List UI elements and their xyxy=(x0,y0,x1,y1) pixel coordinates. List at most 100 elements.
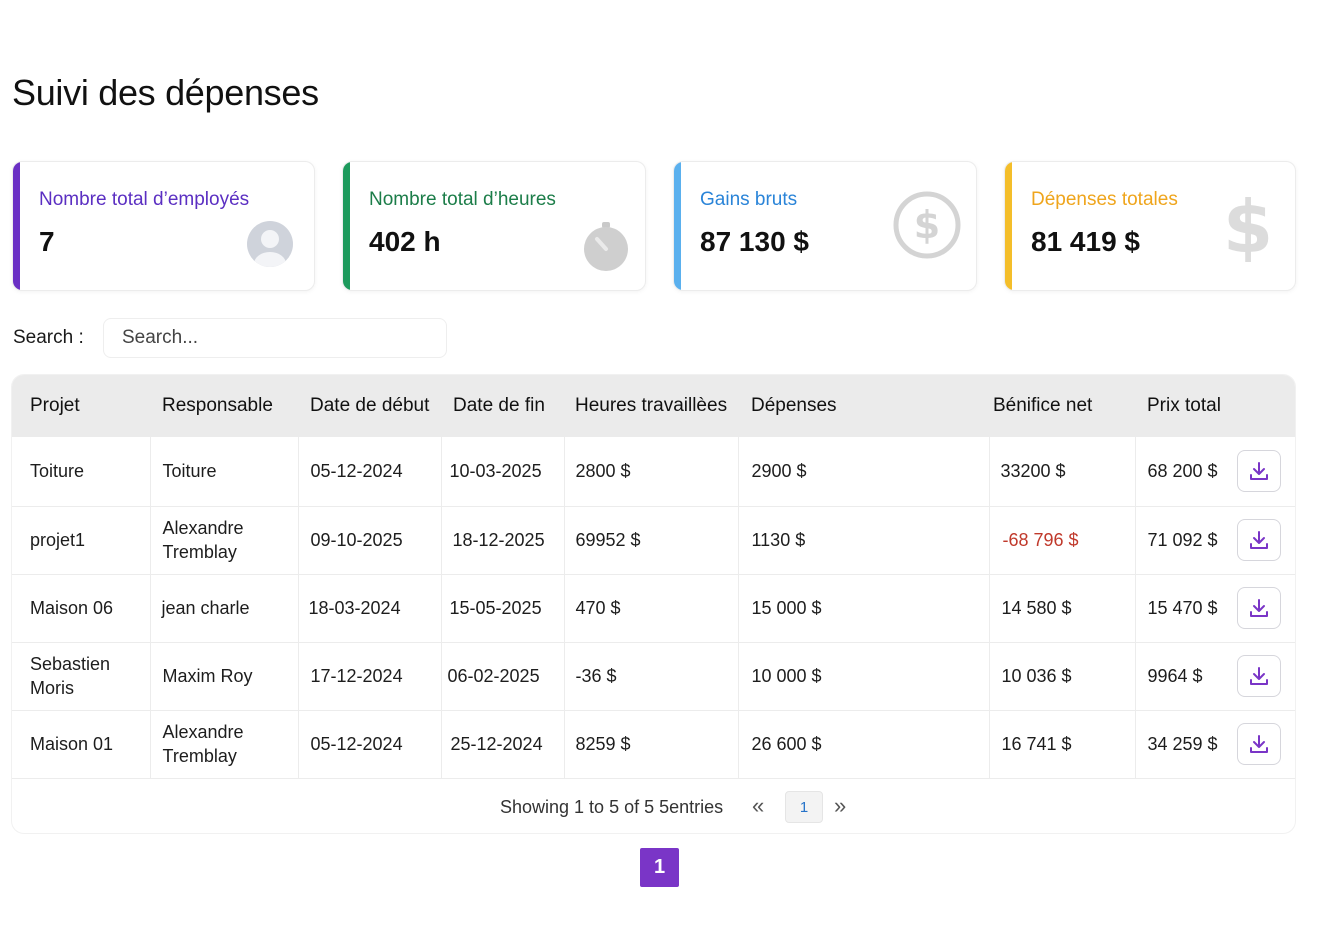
card-total-expenses: Dépenses totales 81 419 $ $ xyxy=(1004,161,1296,291)
cell-depenses: 15 000 $ xyxy=(738,574,990,642)
cell-date-debut: 05-12-2024 xyxy=(298,437,442,506)
download-button[interactable] xyxy=(1237,587,1281,629)
cell-date-fin: 18-12-2025 xyxy=(441,506,565,574)
cell-responsable: Maxim Roy xyxy=(150,642,299,710)
pagination-next-button[interactable]: » xyxy=(834,793,847,818)
card-accent-bar xyxy=(674,162,681,290)
cell-heures: 69952 $ xyxy=(564,506,739,574)
cell-heures: 8259 $ xyxy=(564,710,739,778)
table-row: Maison 01 Alexandre Tremblay 05-12-2024 … xyxy=(12,710,1295,778)
stopwatch-icon xyxy=(581,220,631,277)
expenses-table-container: Projet Responsable Date de début Date de… xyxy=(12,375,1295,833)
download-icon xyxy=(1250,462,1268,481)
cell-depenses: 2900 $ xyxy=(738,437,990,506)
cell-prix-total: 68 200 $ xyxy=(1135,437,1295,506)
col-header-responsable[interactable]: Responsable xyxy=(162,395,273,416)
cell-date-debut: 09-10-2025 xyxy=(298,506,442,574)
cell-projet: Maison 06 xyxy=(12,574,151,642)
dollar-circle-icon: $ xyxy=(892,190,962,265)
search-label: Search : xyxy=(13,327,84,348)
col-header-benefice[interactable]: Bénifice net xyxy=(993,395,1093,416)
cell-depenses: 1130 $ xyxy=(738,506,990,574)
download-button[interactable] xyxy=(1237,450,1281,493)
svg-text:$: $ xyxy=(914,203,940,247)
download-icon xyxy=(1250,735,1268,753)
cell-prix-total: 34 259 $ xyxy=(1135,710,1295,778)
download-button[interactable] xyxy=(1237,723,1281,765)
stat-cards: Nombre total d’employés 7 Nombre total d… xyxy=(12,161,1296,291)
col-header-date-debut[interactable]: Date de début xyxy=(310,395,430,416)
cell-heures: 2800 $ xyxy=(564,437,739,506)
cell-heures: -36 $ xyxy=(564,642,739,710)
download-icon xyxy=(1250,531,1268,549)
col-header-date-fin[interactable]: Date de fin xyxy=(453,395,545,416)
page-title: Suivi des dépenses xyxy=(12,72,319,113)
expenses-table: Projet Responsable Date de début Date de… xyxy=(12,375,1295,779)
page-number-button[interactable]: 1 xyxy=(640,848,679,887)
card-employees: Nombre total d’employés 7 xyxy=(12,161,315,291)
cell-benefice: -68 796 $ xyxy=(989,506,1136,574)
cell-date-fin: 06-02-2025 xyxy=(441,642,565,710)
card-employees-value: 7 xyxy=(39,226,55,257)
col-header-heures[interactable]: Heures travaillèes xyxy=(575,395,728,416)
card-gross-earnings-value: 87 130 $ xyxy=(700,226,809,257)
download-button[interactable] xyxy=(1237,519,1281,561)
pagination-prev-button[interactable]: « xyxy=(752,793,765,818)
cell-responsable: jean charle xyxy=(150,574,299,642)
table-footer: Showing 1 to 5 of 5 5entries « 1 » xyxy=(12,779,1295,833)
cell-benefice: 10 036 $ xyxy=(989,642,1136,710)
table-header-row: Projet Responsable Date de début Date de… xyxy=(12,375,1295,437)
card-hours-label: Nombre total d’heures xyxy=(369,189,556,210)
col-header-projet[interactable]: Projet xyxy=(30,395,80,416)
card-total-expenses-label: Dépenses totales xyxy=(1031,189,1178,210)
cell-prix-total: 9964 $ xyxy=(1135,642,1295,710)
cell-responsable: Alexandre Tremblay xyxy=(150,506,299,574)
col-header-prix-total[interactable]: Prix total xyxy=(1147,395,1221,416)
download-icon xyxy=(1250,599,1268,617)
svg-text:$: $ xyxy=(1223,188,1273,262)
cell-depenses: 10 000 $ xyxy=(738,642,990,710)
entries-info: Showing 1 to 5 of 5 5entries xyxy=(500,797,724,817)
pagination-page-1[interactable]: 1 xyxy=(785,791,823,823)
cell-prix-total-value: 9964 $ xyxy=(1147,666,1203,686)
cell-date-debut: 18-03-2024 xyxy=(298,574,442,642)
cell-responsable: Toiture xyxy=(150,437,299,506)
cell-prix-total: 71 092 $ xyxy=(1135,506,1295,574)
cell-heures: 470 $ xyxy=(564,574,739,642)
cell-benefice: 16 741 $ xyxy=(989,710,1136,778)
table-row: Maison 06 jean charle 18-03-2024 15-05-2… xyxy=(12,574,1295,642)
cell-projet: Maison 01 xyxy=(12,710,151,778)
user-avatar-icon xyxy=(246,220,294,273)
cell-projet: Sebastien Moris xyxy=(12,642,151,710)
dollar-sign-icon: $ xyxy=(1223,185,1273,269)
cell-date-fin: 15-05-2025 xyxy=(441,574,565,642)
cell-date-fin: 25-12-2024 xyxy=(441,710,565,778)
table-row: Sebastien Moris Maxim Roy 17-12-2024 06-… xyxy=(12,642,1295,710)
cell-depenses: 26 600 $ xyxy=(738,710,990,778)
cell-projet: projet1 xyxy=(12,506,151,574)
card-employees-label: Nombre total d’employés xyxy=(39,189,250,210)
cell-prix-total-value: 71 092 $ xyxy=(1147,530,1218,550)
card-total-expenses-value: 81 419 $ xyxy=(1031,226,1140,257)
cell-prix-total-value: 34 259 $ xyxy=(1147,734,1218,754)
table-row: projet1 Alexandre Tremblay 09-10-2025 18… xyxy=(12,506,1295,574)
cell-date-debut: 05-12-2024 xyxy=(298,710,442,778)
cell-benefice: 14 580 $ xyxy=(989,574,1136,642)
cell-date-fin: 10-03-2025 xyxy=(441,437,565,506)
col-header-depenses[interactable]: Dépenses xyxy=(751,395,837,416)
cell-prix-total-value: 68 200 $ xyxy=(1147,461,1218,482)
card-accent-bar xyxy=(1005,162,1012,290)
cell-projet: Toiture xyxy=(12,437,151,506)
card-gross-earnings: Gains bruts 87 130 $ $ xyxy=(673,161,977,291)
card-hours-value: 402 h xyxy=(369,226,441,257)
download-button[interactable] xyxy=(1237,655,1281,697)
cell-responsable: Alexandre Tremblay xyxy=(150,710,299,778)
card-accent-bar xyxy=(343,162,350,290)
card-accent-bar xyxy=(13,162,20,290)
card-gross-earnings-label: Gains bruts xyxy=(700,189,798,210)
card-hours: Nombre total d’heures 402 h xyxy=(342,161,646,291)
cell-prix-total: 15 470 $ xyxy=(1135,574,1295,642)
cell-benefice: 33200 $ xyxy=(989,437,1136,506)
cell-date-debut: 17-12-2024 xyxy=(298,642,442,710)
search-input[interactable] xyxy=(103,318,447,358)
